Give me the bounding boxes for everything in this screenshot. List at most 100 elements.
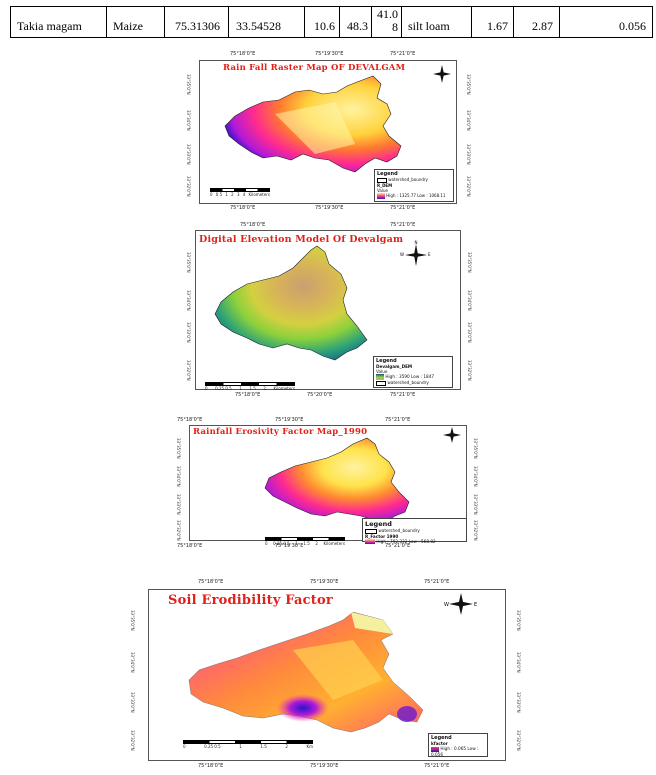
map-title: Soil Erodibility Factor [168,593,333,608]
top-tick-3: 75°21'0"E [390,51,416,57]
crop-text: Maize [113,19,143,33]
legend-title: Legend [377,171,398,177]
left-tick-4: 33°32'0"N [186,360,191,381]
bottom-tick-1: 75°18'0"E [198,763,224,769]
scale-bar-graphic [205,382,295,386]
north-arrow-icon: W E [444,593,477,615]
legend-layer-name: kfactor [431,741,448,746]
value-3-stack: 41.0 8 [377,8,398,34]
value-6-text: 0.056 [619,19,646,33]
legend-layer-name: R_DEM [377,182,393,188]
left-tick-3: 33°33'0"N [186,322,191,343]
map-title: Rain Fall Raster Map OF DEVALGAM [223,63,406,73]
right-tick-4: 33°32'0"N [516,730,521,751]
left-tick-2: 33°34'0"N [130,652,135,673]
top-tick-3: 75°21'0"E [385,417,411,423]
top-tick-1: 75°18'0"E [198,579,224,585]
left-tick-1: 33°35'0"N [176,438,181,459]
legend-title: Legend [431,735,452,741]
left-tick-4: 33°32'0"N [176,520,181,541]
left-tick-4: 33°32'0"N [130,730,135,751]
rainfall-raster-map-figure: 75°18'0"E 75°19'30"E 75°21'0"E 33°35'0"N… [185,51,473,212]
scale-bar-graphic [265,537,345,541]
value-5-text: 2.87 [532,19,553,33]
legend-boundary-label: watershed_boundry [388,177,428,182]
right-tick-4: 33°32'0"N [466,176,471,197]
site-name-text: Takia magam [17,19,82,33]
bottom-tick-2: 75°19'30"E [310,763,339,769]
right-tick-1: 33°35'0"N [467,252,472,273]
legend-box: Legend kfactor High : 0.065 Low : 0.056 [428,733,488,757]
left-tick-2: 33°34'0"N [186,110,191,131]
value-2-text: 48.3 [347,19,368,33]
legend-boundary-label: watershed_boundry [378,528,420,533]
left-tick-3: 33°33'0"N [130,692,135,713]
legend-box: Legend watershed_boundry R_DEM Value Hig… [374,169,454,202]
left-tick-2: 33°34'0"N [186,290,191,311]
right-tick-1: 33°35'0"N [473,438,478,459]
legend-ramp-entry: High : 1325.77 Low : 1068.11 [377,192,451,199]
svg-text:E: E [428,252,431,257]
bottom-tick-1: 75°18'0"E [230,205,256,211]
legend-high-label: High : 792.332 [376,538,408,544]
left-tick-4: 33°32'0"N [186,176,191,197]
left-tick-1: 33°35'0"N [186,74,191,95]
right-tick-3: 33°33'0"N [467,322,472,343]
svg-text:W: W [444,602,449,608]
scale-bar: 0 0.25 0.5 1 1.5 2 Kilometers [265,537,345,546]
legend-high-label: High : 3590 [385,374,410,379]
legend-boundary-entry: watershed_boundry [377,177,451,183]
map-title: Digital Elevation Model Of Devalgam [199,234,404,245]
bottom-tick-3: 75°21'0"E [385,543,411,549]
bottom-tick-2: 75°20'0"E [307,392,333,398]
bottom-tick-2: 75°19'30"E [315,205,344,211]
legend-box: Legend Devalgam_DEM Value High : 3590 Lo… [373,356,453,388]
top-tick-1: 75°18'0"E [240,222,266,228]
legend-layer-name: Devalgam_DEM [376,364,413,369]
scale-bar-graphic [210,188,270,192]
legend-layer-name: R_Factor 1990 [365,533,399,539]
legend-ramp-entry: High : 3590 Low : 1847 [376,374,450,380]
scale-bar-graphic [183,740,313,744]
bottom-tick-2: 75°19'30"E [275,543,304,549]
cell-value-5: 2.87 [513,7,559,37]
dem-map-figure: 75°18'0"E 75°21'0"E 33°35'0"N 33°34'0"N … [185,222,473,400]
top-tick-2: 75°21'0"E [390,222,416,228]
cell-soil-texture: silt loam [401,7,471,37]
right-tick-3: 33°33'0"N [466,144,471,165]
bottom-tick-1: 75°18'0"E [235,392,261,398]
right-tick-1: 33°35'0"N [466,74,471,95]
value-4-text: 1.67 [487,19,508,33]
value-3-line-2: 8 [392,20,398,34]
top-tick-1: 75°18'0"E [230,51,256,57]
soil-erodibility-map-figure: 75°18'0"E 75°19'30"E 75°21'0"E 33°35'0"N… [128,579,523,772]
right-tick-2: 33°34'0"N [467,290,472,311]
legend-boundary-entry: watershed_boundry [376,380,450,386]
top-tick-1: 75°18'0"E [177,417,203,423]
legend-high-label: High : 0.065 [440,746,467,751]
dem-watershed [214,245,368,361]
legend-low-label: Low : 568.82 [408,538,436,544]
svg-text:E: E [474,602,477,608]
cell-value-4: 1.67 [471,7,513,37]
legend-low-label: Low : 1847 [411,374,435,379]
cell-value-6: 0.056 [559,7,653,37]
bottom-tick-1: 75°18'0"E [177,543,203,549]
legend-value-label: Value [376,369,388,374]
left-tick-1: 33°35'0"N [130,610,135,631]
right-tick-4: 33°32'0"N [473,520,478,541]
left-tick-1: 33°35'0"N [186,252,191,273]
right-tick-2: 33°34'0"N [473,466,478,487]
right-tick-4: 33°32'0"N [467,360,472,381]
bottom-tick-3: 75°21'0"E [390,392,416,398]
top-tick-2: 75°19'30"E [275,417,304,423]
top-tick-2: 75°19'30"E [310,579,339,585]
right-tick-2: 33°34'0"N [466,110,471,131]
k-factor-watershed [188,611,424,733]
left-tick-3: 33°33'0"N [186,144,191,165]
value-1-text: 10.6 [314,19,335,33]
legend-box: Legend watershed_boundry R_Factor 1990 H… [362,518,467,544]
right-tick-3: 33°33'0"N [473,494,478,515]
legend-boundary-entry: watershed_boundry [365,528,464,534]
legend-ramp-entry: High : 0.065 Low : 0.056 [431,746,485,757]
